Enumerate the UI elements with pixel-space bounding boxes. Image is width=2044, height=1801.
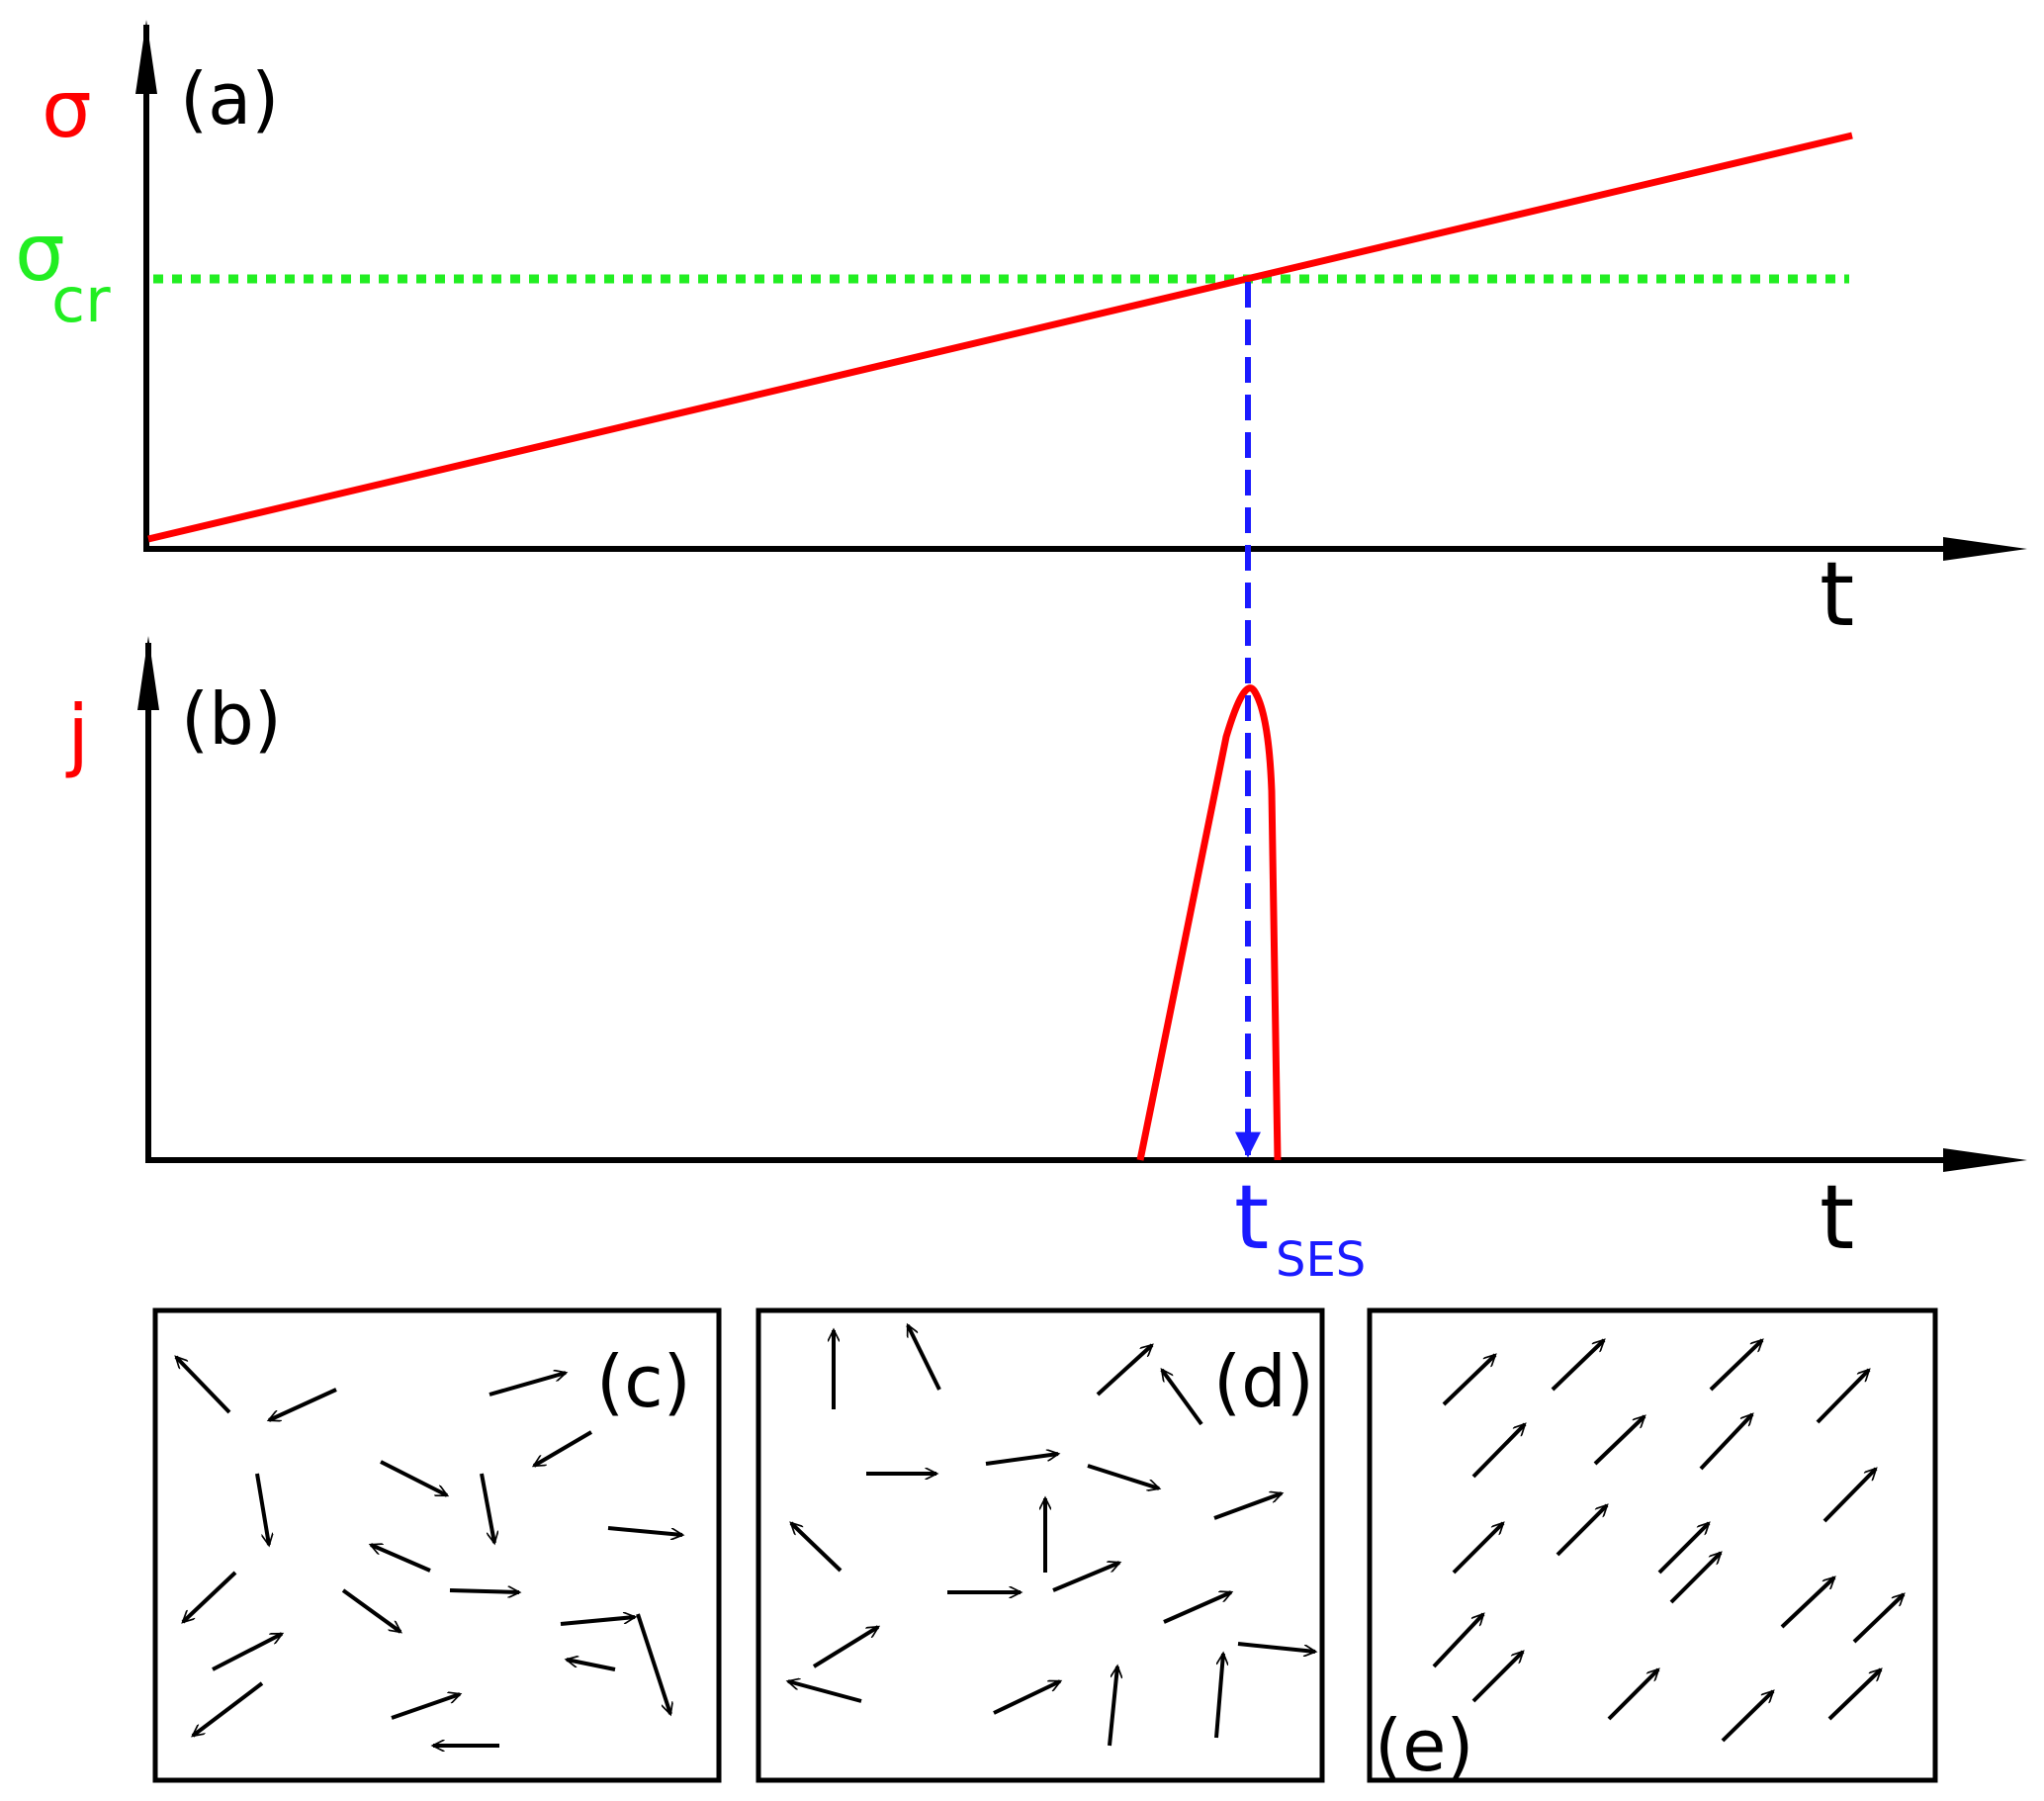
panel-c-label: (c) bbox=[596, 1340, 691, 1423]
panel-d-arrow bbox=[1087, 1464, 1159, 1488]
panel-e-arrow bbox=[1593, 1416, 1644, 1466]
panel-d-arrow bbox=[1160, 1370, 1203, 1426]
panel-c-frame bbox=[152, 1307, 722, 1783]
panel-d-frame bbox=[755, 1307, 1325, 1783]
panel-a-y-label: σ bbox=[42, 63, 92, 155]
panel-e-arrow bbox=[1471, 1652, 1523, 1703]
panel-e-arrow bbox=[1555, 1505, 1607, 1557]
panel-a-y-axis-arrowhead bbox=[135, 20, 157, 94]
panel-c-arrow bbox=[255, 1473, 269, 1545]
panel-a-threshold-label: σ bbox=[15, 207, 65, 299]
panel-e-arrow bbox=[1780, 1577, 1834, 1629]
panel-e-arrow bbox=[1657, 1523, 1709, 1575]
panel-b-y-axis-arrowhead bbox=[137, 636, 159, 710]
panel-c-arrow bbox=[636, 1613, 670, 1714]
panel-d-arrow bbox=[993, 1679, 1060, 1715]
panel-b-x-axis-arrowhead bbox=[1943, 1148, 2027, 1172]
panel-c-arrow bbox=[341, 1588, 400, 1634]
panel-d: (d) bbox=[755, 1307, 1325, 1783]
panel-c-arrow bbox=[560, 1617, 635, 1626]
panel-c-arrow bbox=[371, 1543, 431, 1573]
panel-b-y-label: j bbox=[65, 688, 89, 780]
panel-d-arrow bbox=[1237, 1642, 1315, 1652]
panel-e-arrow bbox=[1607, 1669, 1658, 1721]
panel-b: (b) j t t SES bbox=[65, 636, 2027, 1288]
panel-e-arrow bbox=[1432, 1614, 1483, 1668]
panel-e-arrow bbox=[1822, 1469, 1876, 1523]
panel-e-arrows bbox=[1432, 1340, 1904, 1743]
panel-c-arrow bbox=[380, 1460, 447, 1497]
panel-e-arrow bbox=[1669, 1553, 1721, 1604]
panel-d-arrow bbox=[906, 1325, 941, 1391]
panel-c-arrow bbox=[449, 1590, 519, 1592]
panel-e-arrow bbox=[1442, 1355, 1495, 1406]
panel-d-arrow bbox=[1052, 1563, 1119, 1592]
panel-a-threshold-subscript: cr bbox=[51, 264, 111, 336]
panel-c-arrow bbox=[269, 1388, 337, 1422]
panel-e-arrow bbox=[1852, 1594, 1904, 1644]
panel-e-arrow bbox=[1721, 1691, 1773, 1743]
panel-e-label: (e) bbox=[1375, 1704, 1473, 1787]
panel-d-arrow bbox=[1213, 1493, 1282, 1520]
panel-e-arrow bbox=[1827, 1669, 1881, 1721]
panel-d-arrow bbox=[788, 1681, 862, 1703]
panel-e-arrow bbox=[1452, 1523, 1503, 1575]
panel-d-arrow bbox=[985, 1454, 1058, 1466]
panel-a-x-label: t bbox=[1820, 543, 1854, 647]
panel-d-arrow bbox=[1214, 1654, 1223, 1739]
panel-e-arrow bbox=[1471, 1424, 1525, 1479]
panel-b-x-label: t bbox=[1820, 1166, 1854, 1270]
panel-e-frame bbox=[1367, 1307, 1938, 1783]
panel-c-arrow bbox=[212, 1632, 282, 1671]
panel-a: (a) σ σ cr t bbox=[15, 20, 2027, 647]
panel-c-arrow bbox=[607, 1526, 682, 1535]
panel-d-arrow bbox=[1163, 1590, 1231, 1624]
panel-c-arrow bbox=[176, 1357, 231, 1414]
panel-d-arrow bbox=[812, 1625, 878, 1668]
panel-c-arrows bbox=[176, 1357, 682, 1746]
panel-c-arrow bbox=[534, 1430, 593, 1468]
panel-d-arrow bbox=[791, 1523, 843, 1573]
panel-c-arrow bbox=[183, 1571, 237, 1622]
panel-e-arrow bbox=[1699, 1414, 1752, 1471]
panel-d-arrow bbox=[1096, 1345, 1152, 1396]
panel-a-label: (a) bbox=[180, 57, 279, 140]
panel-a-x-axis-arrowhead bbox=[1943, 537, 2027, 561]
panel-c-arrow bbox=[489, 1373, 566, 1396]
panel-b-marker-label: t bbox=[1234, 1166, 1269, 1270]
panel-e-arrow bbox=[1709, 1340, 1762, 1392]
panel-d-arrows bbox=[788, 1325, 1315, 1747]
panel-b-marker-subscript: SES bbox=[1276, 1232, 1366, 1288]
panel-d-label: (d) bbox=[1213, 1340, 1314, 1423]
panel-c-arrow bbox=[193, 1681, 264, 1738]
panel-e-arrow bbox=[1816, 1370, 1869, 1424]
panel-a-stress-line bbox=[147, 132, 1853, 543]
panel-c-arrow bbox=[391, 1694, 460, 1720]
panel-b-label: (b) bbox=[181, 677, 282, 761]
panel-b-pulse-curve bbox=[1136, 684, 1282, 1161]
panel-e-arrow bbox=[1551, 1340, 1604, 1392]
panel-c-arrow bbox=[480, 1473, 494, 1543]
panel-c: (c) bbox=[152, 1307, 722, 1783]
panel-c-arrow bbox=[567, 1660, 616, 1671]
panel-e: (e) bbox=[1367, 1307, 1938, 1787]
panel-d-arrow bbox=[1108, 1666, 1117, 1747]
